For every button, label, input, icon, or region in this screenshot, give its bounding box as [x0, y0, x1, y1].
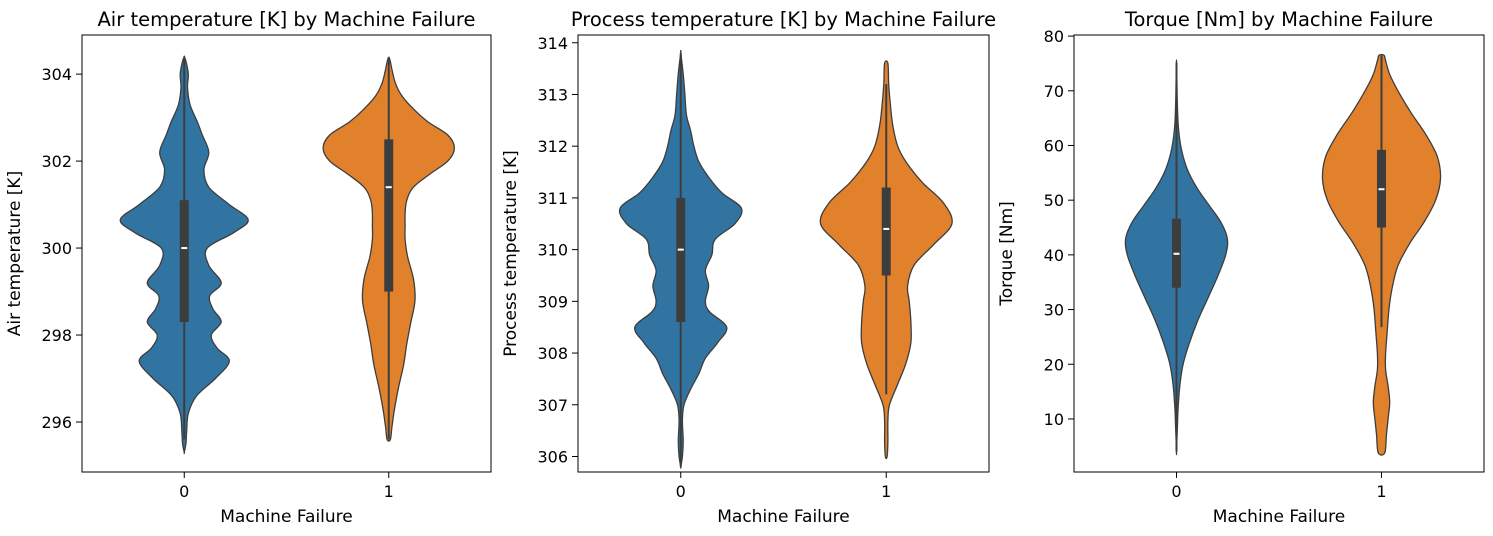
x-tick-label: 1 — [881, 482, 891, 501]
y-tick-label: 313 — [537, 85, 568, 104]
x-tick-label: 0 — [1171, 482, 1181, 501]
y-tick-label: 307 — [537, 396, 568, 415]
x-tick-label: 0 — [179, 482, 189, 501]
y-tick-label: 80 — [1044, 27, 1064, 46]
violin-iqr-box-1 — [384, 139, 394, 292]
y-tick-label: 50 — [1044, 191, 1064, 210]
x-axis-label: Machine Failure — [1213, 507, 1346, 527]
axes-frame — [81, 34, 492, 473]
chart-panel-0: 296 298 300 302 304 0 1 Air temperature [K] by … — [5, 8, 492, 527]
y-tick-label: 311 — [537, 189, 568, 208]
x-tick-label: 1 — [384, 482, 394, 501]
y-tick-label: 40 — [1044, 246, 1064, 265]
y-tick-label: 20 — [1044, 355, 1064, 374]
x-axis-label: Machine Failure — [220, 507, 353, 527]
y-axis-label: Air temperature [K] — [5, 171, 25, 336]
chart-title: Process temperature [K] by Machine Failu… — [571, 8, 996, 31]
y-tick-label: 300 — [41, 239, 72, 258]
x-tick-label: 0 — [676, 482, 686, 501]
y-axis-label: Process temperature [K] — [501, 150, 521, 357]
y-tick-label: 304 — [41, 65, 72, 84]
chart-title: Torque [Nm] by Machine Failure — [1124, 8, 1433, 31]
chart-title: Air temperature [K] by Machine Failure — [97, 8, 475, 31]
y-tick-label: 312 — [537, 137, 568, 156]
violin-iqr-box-1 — [881, 187, 891, 276]
y-tick-label: 60 — [1044, 136, 1064, 155]
y-tick-label: 309 — [537, 292, 568, 311]
y-tick-label: 314 — [537, 34, 568, 53]
y-axis-label: Torque [Nm] — [997, 201, 1017, 307]
y-tick-label: 296 — [41, 413, 72, 432]
y-tick-label: 308 — [537, 344, 568, 363]
y-tick-label: 10 — [1044, 410, 1064, 429]
y-tick-label: 306 — [537, 447, 568, 466]
x-axis-label: Machine Failure — [717, 507, 850, 527]
chart-panel-1: 306 307 308 309 310 311 312 313 314 0 1 Process tem… — [501, 8, 996, 527]
y-tick-label: 30 — [1044, 301, 1064, 320]
y-tick-label: 298 — [41, 326, 72, 345]
axes-frame — [1073, 34, 1485, 473]
violin-iqr-box-0 — [179, 200, 189, 322]
chart-panel-2: 10 20 30 40 50 60 70 80 0 1 Torque [Nm] by Machine… — [997, 8, 1485, 527]
y-tick-label: 310 — [537, 241, 568, 260]
x-tick-label: 1 — [1376, 482, 1386, 501]
violin-iqr-box-0 — [676, 197, 686, 323]
y-tick-label: 302 — [41, 152, 72, 171]
y-tick-label: 70 — [1044, 82, 1064, 101]
axes-frame — [577, 34, 990, 473]
